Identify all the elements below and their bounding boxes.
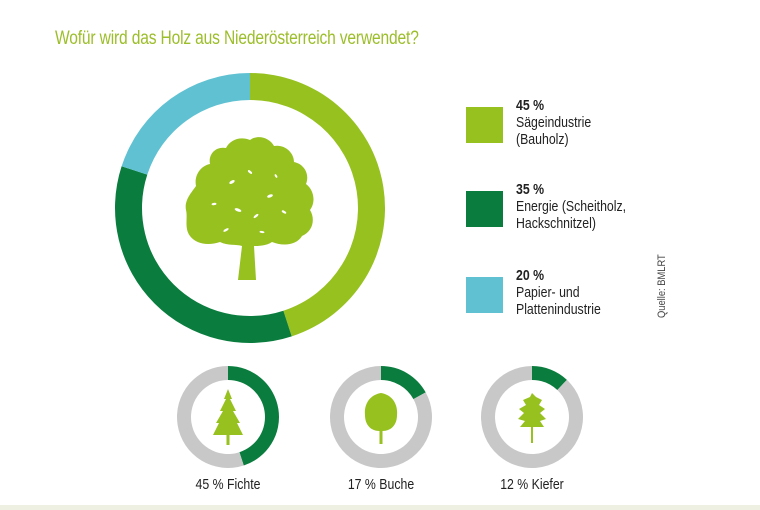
small-donut-pine — [481, 366, 583, 468]
beech-tree-icon — [364, 393, 398, 444]
legend-swatch-saegeindustrie — [466, 107, 503, 143]
donut-share-segment — [532, 366, 567, 391]
legend-label: (Bauholz) — [516, 131, 569, 148]
small-chart-label-buche: 17 % Buche — [347, 476, 415, 493]
small-chart-label-kiefer: 12 % Kiefer — [500, 476, 564, 493]
small-donut-spruce — [177, 366, 279, 468]
legend-percent: 20 % — [516, 267, 545, 284]
legend-label: Plattenindustrie — [516, 301, 601, 318]
legend-label: Papier- und — [516, 284, 580, 301]
small-chart-label-fichte: 45 % Fichte — [195, 476, 261, 493]
footer-strip — [0, 505, 760, 510]
donut-share-segment — [381, 366, 426, 400]
legend-percent: 45 % — [516, 97, 545, 114]
legend-swatch-energie — [466, 191, 503, 227]
legend-swatch-papier — [466, 277, 503, 313]
main-donut-chart — [114, 73, 385, 344]
spruce-tree-icon — [213, 389, 243, 445]
legend-label: Hackschnitzel) — [516, 215, 596, 232]
small-donut-beech — [330, 366, 432, 468]
legend-label: Energie (Scheitholz, — [516, 198, 627, 215]
pine-tree-icon — [518, 393, 546, 443]
legend-percent: 35 % — [516, 181, 545, 198]
legend-label: Sägeindustrie — [516, 114, 592, 131]
chart-title: Wofür wird das Holz aus Niederösterreich… — [55, 28, 419, 49]
donut-segment-1 — [114, 166, 292, 344]
deciduous-tree-icon — [185, 137, 314, 280]
donut-remainder-segment — [177, 366, 244, 468]
donut-share-segment — [228, 366, 279, 466]
donut-segment-0 — [250, 73, 385, 337]
donut-segment-2 — [121, 73, 251, 175]
small-donut-charts — [177, 366, 583, 468]
source-note: Quelle: BMLRT — [656, 254, 668, 318]
